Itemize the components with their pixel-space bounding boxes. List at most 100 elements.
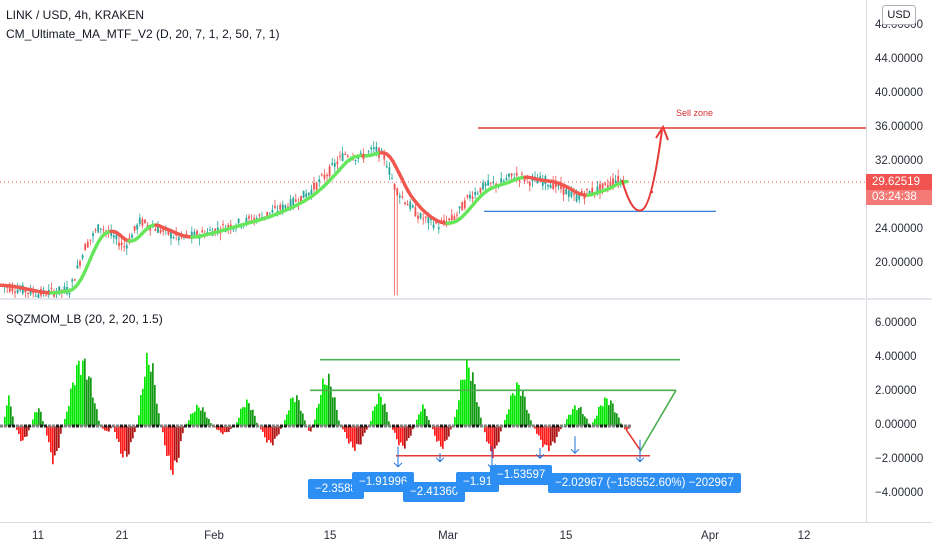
squeeze-dot xyxy=(156,425,159,428)
candle xyxy=(547,185,549,187)
momentum-bar xyxy=(436,426,438,442)
squeeze-dot xyxy=(488,425,491,428)
momentum-tick-label: 4.00000 xyxy=(875,351,917,363)
candle xyxy=(139,218,141,224)
candle xyxy=(329,166,331,176)
price-chart-canvas[interactable] xyxy=(0,0,866,298)
squeeze-dot xyxy=(240,425,243,428)
momentum-bar xyxy=(396,426,398,439)
squeeze-dot xyxy=(396,425,399,428)
candle xyxy=(373,147,375,149)
momentum-bar xyxy=(608,405,610,426)
momentum-bar xyxy=(374,406,376,426)
candle xyxy=(571,191,573,196)
squeeze-dot xyxy=(608,425,611,428)
currency-button[interactable]: USD xyxy=(882,5,916,25)
candle xyxy=(279,205,281,210)
candle xyxy=(97,224,99,232)
candle xyxy=(573,194,575,195)
squeeze-dot xyxy=(364,425,367,428)
squeeze-dot xyxy=(164,425,167,428)
ma-indicator-legend[interactable]: CM_Ultimate_MA_MTF_V2 (D, 20, 7, 1, 2, 5… xyxy=(6,27,279,41)
squeeze-dot xyxy=(24,425,27,428)
momentum-bar xyxy=(150,372,152,426)
candle xyxy=(529,182,531,185)
candle xyxy=(454,216,456,220)
squeeze-dot xyxy=(16,425,19,428)
candle xyxy=(144,220,146,223)
momentum-bar xyxy=(350,426,352,442)
candle xyxy=(508,174,510,177)
candle xyxy=(95,230,97,231)
squeeze-dot xyxy=(4,425,7,428)
squeeze-dot xyxy=(516,425,519,428)
momentum-bar xyxy=(400,426,402,442)
candle xyxy=(381,150,383,151)
candle xyxy=(500,178,502,182)
squeeze-dot xyxy=(624,425,627,428)
price-tick-label: 40.00000 xyxy=(875,87,923,99)
squeeze-dot xyxy=(228,425,231,428)
candle xyxy=(391,178,393,179)
measure-label[interactable]: −2.02967 (−158552.60%) −202967 xyxy=(548,473,741,493)
squeeze-dot xyxy=(368,425,371,428)
momentum-bar xyxy=(540,426,542,440)
momentum-bar xyxy=(80,375,82,426)
bar-countdown-label: 03:24:38 xyxy=(866,190,932,205)
squeeze-dot xyxy=(52,425,55,428)
squeeze-dot xyxy=(356,425,359,428)
candle xyxy=(77,265,79,268)
momentum-bar xyxy=(570,415,572,426)
squeeze-dot xyxy=(184,425,187,428)
candle xyxy=(472,196,474,198)
momentum-bar xyxy=(190,414,192,426)
price-tick-label: 24.00000 xyxy=(875,223,923,235)
momentum-bar xyxy=(506,414,508,426)
sqz-indicator-legend[interactable]: SQZMOM_LB (20, 2, 20, 1.5) xyxy=(6,312,163,326)
squeeze-dot xyxy=(192,425,195,428)
momentum-bar xyxy=(580,407,582,426)
momentum-bar xyxy=(402,426,404,446)
candle xyxy=(238,219,240,223)
squeeze-dot xyxy=(292,425,295,428)
candle xyxy=(45,295,47,296)
momentum-bar xyxy=(58,426,60,448)
momentum-bar xyxy=(596,416,598,426)
projection-down-line xyxy=(626,429,640,449)
momentum-bar xyxy=(22,426,24,440)
momentum-bar xyxy=(142,389,144,426)
candle xyxy=(134,226,136,231)
squeeze-dot xyxy=(8,425,11,428)
symbol-title[interactable]: LINK / USD, 4h, KRAKEN xyxy=(6,8,144,22)
squeeze-dot xyxy=(40,425,43,428)
squeeze-dot xyxy=(320,425,323,428)
momentum-bar xyxy=(10,406,12,426)
squeeze-dot xyxy=(524,425,527,428)
momentum-bar xyxy=(556,426,558,437)
squeeze-dot xyxy=(344,425,347,428)
candle xyxy=(324,175,326,179)
momentum-bar xyxy=(512,393,514,426)
squeeze-dot xyxy=(260,425,263,428)
momentum-bar xyxy=(382,405,384,426)
momentum-bar xyxy=(302,413,304,426)
momentum-bar xyxy=(154,385,156,426)
momentum-tick-label: −4.00000 xyxy=(875,487,923,499)
momentum-bar xyxy=(300,411,302,426)
measure-label[interactable]: −1.53597 xyxy=(490,465,552,485)
momentum-bar xyxy=(322,378,324,426)
candle xyxy=(612,178,614,184)
squeeze-dot xyxy=(124,425,127,428)
candle xyxy=(51,288,53,289)
squeeze-dot xyxy=(172,425,175,428)
price-chart-pane[interactable]: LINK / USD, 4h, KRAKEN CM_Ultimate_MA_MT… xyxy=(0,0,866,298)
candle xyxy=(480,188,482,193)
momentum-bar xyxy=(548,426,550,451)
candle xyxy=(334,163,336,167)
momentum-bar xyxy=(472,372,474,426)
candle xyxy=(160,230,162,233)
momentum-bar xyxy=(132,426,134,438)
